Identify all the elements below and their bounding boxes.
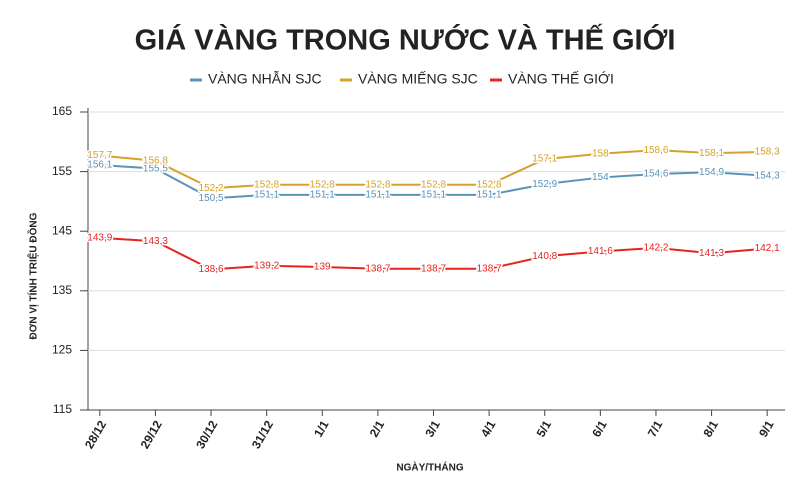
series-line xyxy=(99,149,768,190)
x-tick-label: 6/1 xyxy=(589,418,610,440)
x-tick-label: 3/1 xyxy=(422,418,443,440)
y-axis-label: ĐƠN VỊ TÍNH TRIỆU ĐỒNG xyxy=(27,212,40,339)
legend-label: VÀNG THẾ GIỚI xyxy=(508,71,614,87)
data-label: 152,8 xyxy=(477,179,502,190)
x-tick-label: 7/1 xyxy=(645,418,666,440)
data-label: 158,6 xyxy=(643,145,668,156)
data-label: 154,6 xyxy=(643,169,668,180)
x-tick-label: 30/12 xyxy=(193,418,220,451)
x-axis-label: NGÀY/THÁNG xyxy=(396,461,463,474)
data-label: 142,1 xyxy=(755,243,780,254)
data-label: 155,5 xyxy=(143,163,168,174)
legend-label: VÀNG MIẾNG SJC xyxy=(358,71,478,87)
data-label: 138,7 xyxy=(477,263,502,274)
x-tick-label: 5/1 xyxy=(534,418,555,440)
data-label: 140,8 xyxy=(532,251,557,262)
data-label: 143,9 xyxy=(87,232,112,243)
data-label: 143,3 xyxy=(143,236,168,247)
x-tick-label: 8/1 xyxy=(700,418,721,440)
data-label: 154,9 xyxy=(699,167,724,178)
data-label: 154,3 xyxy=(755,170,780,181)
y-tick-label: 155 xyxy=(52,164,72,178)
series-line xyxy=(99,236,768,271)
x-tick-label: 9/1 xyxy=(756,418,777,440)
x-tick-label: 2/1 xyxy=(367,418,388,440)
data-label: 141,3 xyxy=(699,248,724,259)
data-label: 156,1 xyxy=(87,160,112,171)
data-label: 150,5 xyxy=(199,193,224,204)
data-label: 151,1 xyxy=(310,189,335,200)
data-label: 139 xyxy=(314,262,331,273)
data-label: 152,2 xyxy=(199,183,224,194)
data-label: 152,8 xyxy=(421,179,446,190)
data-label: 152,8 xyxy=(310,179,335,190)
data-label: 151,1 xyxy=(477,189,502,200)
y-tick-label: 145 xyxy=(52,223,72,237)
data-label: 154 xyxy=(592,172,609,183)
y-tick-label: 125 xyxy=(52,343,72,357)
y-tick-label: 135 xyxy=(52,283,72,297)
y-tick-label: 115 xyxy=(53,402,72,416)
data-label: 157,1 xyxy=(532,154,557,165)
data-label: 138,7 xyxy=(421,263,446,274)
data-label: 139,2 xyxy=(254,260,279,271)
data-label: 152,8 xyxy=(254,179,279,190)
x-tick-label: 4/1 xyxy=(478,418,499,440)
data-label: 141,6 xyxy=(588,246,613,257)
data-label: 157,7 xyxy=(87,150,112,161)
data-label: 152,9 xyxy=(532,179,557,190)
data-label: 152,8 xyxy=(365,179,390,190)
data-label: 158 xyxy=(592,148,609,159)
x-tick-label: 28/12 xyxy=(82,418,109,451)
series-line xyxy=(99,164,768,200)
data-label: 138,7 xyxy=(365,263,390,274)
legend-label: VÀNG NHẪN SJC xyxy=(208,71,322,87)
x-tick-label: 1/1 xyxy=(311,418,332,440)
x-tick-label: 31/12 xyxy=(249,418,276,451)
data-label: 158,1 xyxy=(699,148,724,159)
data-label: 142,2 xyxy=(643,243,668,254)
data-label: 158,3 xyxy=(755,147,780,158)
chart-title: GIÁ VÀNG TRONG NƯỚC VÀ THẾ GIỚI xyxy=(135,23,676,57)
data-label: 151,1 xyxy=(254,189,279,200)
x-tick-label: 29/12 xyxy=(138,418,165,451)
data-label: 151,1 xyxy=(421,189,446,200)
data-label: 138,6 xyxy=(199,264,224,275)
data-label: 156,8 xyxy=(143,156,168,167)
data-label: 151,1 xyxy=(365,189,390,200)
y-tick-label: 165 xyxy=(52,104,72,118)
